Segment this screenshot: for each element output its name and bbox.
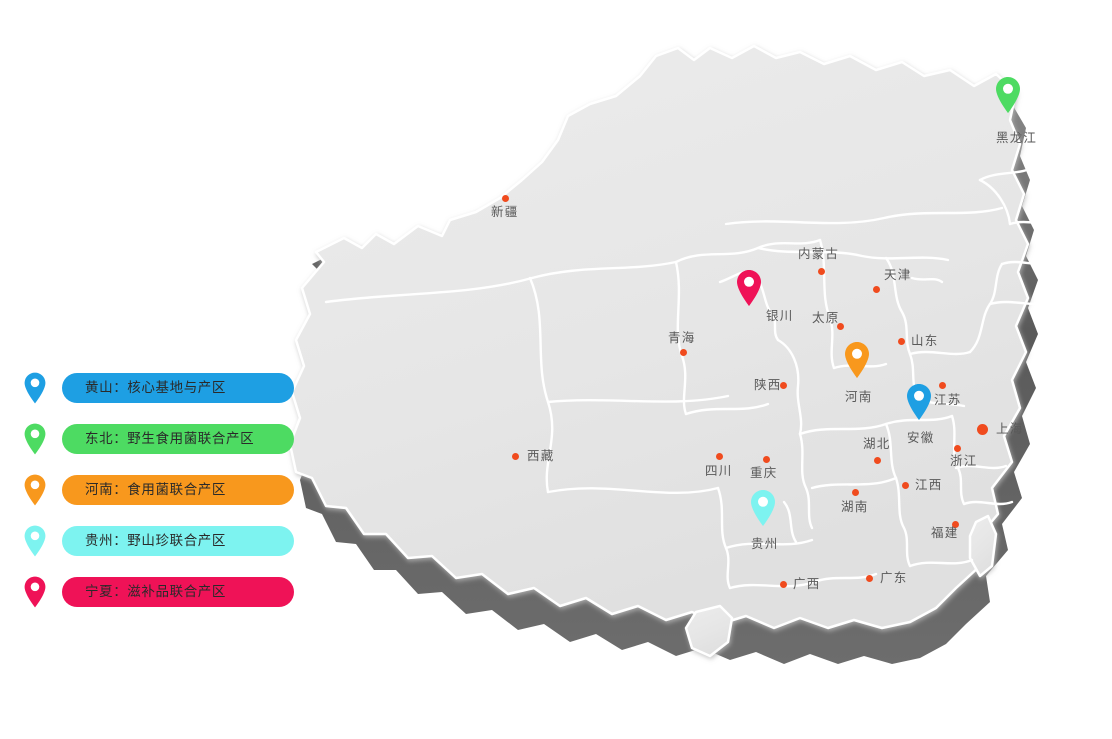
legend-pill[interactable]: 黄山：核心基地与产区 — [62, 373, 294, 403]
legend-pill[interactable]: 东北：野生食用菌联合产区 — [62, 424, 294, 454]
province-dot — [865, 574, 873, 582]
province-dot — [951, 520, 959, 528]
province-dot — [901, 481, 909, 489]
province-label: 青海 — [668, 331, 696, 345]
province-dot — [779, 580, 787, 588]
province-label: 福建 — [931, 526, 959, 540]
province-label: 湖南 — [841, 500, 869, 514]
legend-item-label: 黄山：核心基地与产区 — [85, 380, 226, 396]
province-dot — [762, 455, 770, 463]
province-dot — [872, 285, 880, 293]
map-pin-icon — [22, 575, 48, 609]
map-pin-icon — [22, 371, 48, 405]
map-pin-label: 安徽 — [907, 431, 935, 445]
china-mainland[interactable] — [288, 44, 1030, 630]
legend-item-label: 河南：食用菌联合产区 — [85, 482, 226, 498]
legend-pill[interactable]: 贵州：野山珍联合产区 — [62, 526, 294, 556]
province-borders-layer — [324, 164, 1092, 590]
province-dot — [873, 456, 881, 464]
map-land-layer[interactable] — [288, 44, 1030, 658]
province-label: 广西 — [793, 577, 821, 591]
province-dot — [976, 423, 988, 435]
province-dot — [836, 322, 844, 330]
legend-item-henan[interactable]: 河南：食用菌联合产区 — [18, 472, 294, 508]
legend-item-guizhou[interactable]: 贵州：野山珍联合产区 — [18, 523, 294, 559]
map-pin-icon[interactable] — [842, 340, 872, 380]
province-dot — [679, 348, 687, 356]
province-dot — [953, 444, 961, 452]
province-label: 陕西 — [754, 378, 782, 392]
legend-item-label: 东北：野生食用菌联合产区 — [85, 431, 255, 447]
province-label: 太原 — [812, 311, 840, 325]
map-pin-label: 黑龙江 — [996, 131, 1038, 145]
province-label: 浙江 — [950, 454, 978, 468]
hainan-island[interactable] — [684, 604, 734, 658]
map-pin-icon[interactable] — [734, 268, 764, 308]
province-label: 内蒙古 — [798, 247, 840, 261]
province-dot — [938, 381, 946, 389]
map-pin-label: 贵州 — [751, 537, 779, 551]
province-dot — [897, 337, 905, 345]
province-dot — [715, 452, 723, 460]
province-label: 江西 — [915, 478, 943, 492]
province-dot — [817, 267, 825, 275]
province-dot — [851, 488, 859, 496]
legend-pill[interactable]: 河南：食用菌联合产区 — [62, 475, 294, 505]
province-label: 上海 — [996, 422, 1024, 436]
taiwan-island[interactable] — [968, 514, 998, 578]
map-pin-icon[interactable] — [748, 488, 778, 528]
map-pin-label: 银川 — [766, 309, 794, 323]
map-pin-label: 河南 — [845, 390, 873, 404]
map-pin-icon[interactable] — [993, 75, 1023, 115]
province-dot — [779, 381, 787, 389]
legend-item-huangshan[interactable]: 黄山：核心基地与产区 — [18, 370, 294, 406]
legend-item-ningxia[interactable]: 宁夏：滋补品联合产区 — [18, 574, 294, 610]
legend-item-label: 贵州：野山珍联合产区 — [85, 533, 226, 549]
map-pin-icon — [22, 473, 48, 507]
province-label: 湖北 — [863, 437, 891, 451]
province-label: 山东 — [911, 334, 939, 348]
legend-item-label: 宁夏：滋补品联合产区 — [85, 584, 226, 600]
legend: 黄山：核心基地与产区 东北：野生食用菌联合产区 河南：食用菌联合产区 — [18, 370, 294, 625]
province-dot — [511, 452, 519, 460]
province-label: 天津 — [884, 268, 912, 282]
legend-item-dongbei[interactable]: 东北：野生食用菌联合产区 — [18, 421, 294, 457]
province-dot — [501, 194, 509, 202]
province-label: 江苏 — [934, 393, 962, 407]
china-map-svg[interactable] — [280, 10, 1100, 730]
legend-pill[interactable]: 宁夏：滋补品联合产区 — [62, 577, 294, 607]
china-map-container[interactable] — [280, 10, 1100, 730]
province-label: 西藏 — [527, 449, 555, 463]
province-label: 广东 — [880, 571, 908, 585]
province-label: 四川 — [705, 464, 733, 478]
map-pin-icon[interactable] — [904, 382, 934, 422]
province-label: 重庆 — [750, 466, 778, 480]
map-pin-icon — [22, 524, 48, 558]
map-pin-icon — [22, 422, 48, 456]
province-label: 新疆 — [491, 205, 519, 219]
